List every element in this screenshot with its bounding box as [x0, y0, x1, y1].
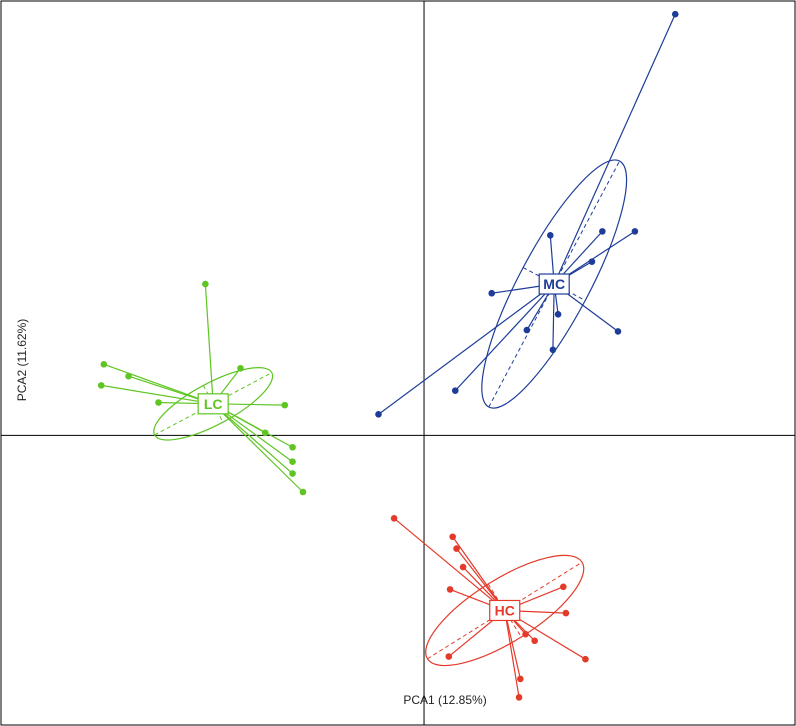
lc-point-2	[125, 372, 132, 380]
x-axis-title: PCA1 (12.85%)	[403, 693, 486, 707]
mc-centroid-box	[538, 273, 570, 295]
mc-ellipse-major-axis	[488, 160, 621, 408]
mc-point-1	[671, 10, 679, 18]
lc-point-12	[299, 488, 307, 496]
group-hc: HC	[390, 515, 589, 701]
mc-point-8	[523, 326, 531, 334]
lc-point-9	[289, 458, 296, 466]
hc-spoke-13	[504, 610, 520, 698]
hc-point-13	[515, 694, 523, 701]
y-axis-title: PCA2 (11.62%)	[15, 319, 29, 401]
hc-point-9	[531, 637, 538, 645]
mc-point-3	[599, 228, 606, 235]
mc-point-12	[375, 411, 382, 418]
lc-point-4	[155, 399, 162, 406]
lc-point-7	[281, 401, 289, 409]
mc-spoke-12	[378, 283, 555, 415]
group-mc: MC	[375, 10, 679, 418]
lc-point-3	[97, 382, 105, 389]
mc-point-6	[488, 289, 496, 297]
hc-point-2	[449, 533, 456, 541]
lc-point-6	[237, 364, 244, 372]
hc-point-4	[459, 563, 467, 571]
hc-point-7	[562, 609, 570, 617]
lc-point-10	[289, 470, 296, 477]
hc-point-3	[453, 545, 460, 552]
mc-point-7	[554, 310, 562, 318]
hc-point-10	[582, 655, 589, 663]
mc-spoke-1	[553, 13, 676, 285]
mc-spoke-9	[552, 284, 555, 350]
hc-point-12	[517, 675, 524, 683]
groups-layer: LC MC HC	[97, 10, 679, 701]
hc-spoke-12	[504, 610, 521, 680]
hc-point-11	[445, 653, 453, 660]
lc-spoke-12	[212, 403, 304, 493]
mc-centroid-label: MC	[543, 276, 565, 292]
hc-centroid-label: HC	[495, 602, 515, 618]
mc-point-5	[588, 258, 596, 265]
hc-spoke-1	[393, 517, 506, 611]
group-lc: LC	[97, 280, 307, 496]
hc-spoke-2	[452, 536, 506, 611]
mc-point-2	[631, 228, 639, 235]
hc-centroid-box	[489, 599, 521, 622]
lc-point-1	[100, 361, 108, 368]
lc-centroid-box	[197, 393, 229, 415]
lc-point-11	[261, 429, 269, 437]
hc-point-8	[522, 630, 529, 638]
hc-point-1	[390, 515, 398, 522]
mc-point-9	[549, 346, 557, 354]
mc-point-11	[451, 387, 459, 394]
lc-point-8	[289, 443, 296, 451]
lc-centroid-label: LC	[204, 396, 223, 412]
mc-spoke-11	[454, 283, 555, 392]
mc-point-10	[614, 328, 622, 335]
hc-point-6	[560, 583, 567, 591]
lc-spoke-5	[204, 283, 214, 404]
mc-point-4	[546, 232, 554, 239]
hc-point-5	[446, 586, 454, 593]
lc-point-5	[202, 280, 209, 288]
lc-spoke-10	[212, 403, 293, 475]
lc-spoke-3	[101, 384, 214, 405]
